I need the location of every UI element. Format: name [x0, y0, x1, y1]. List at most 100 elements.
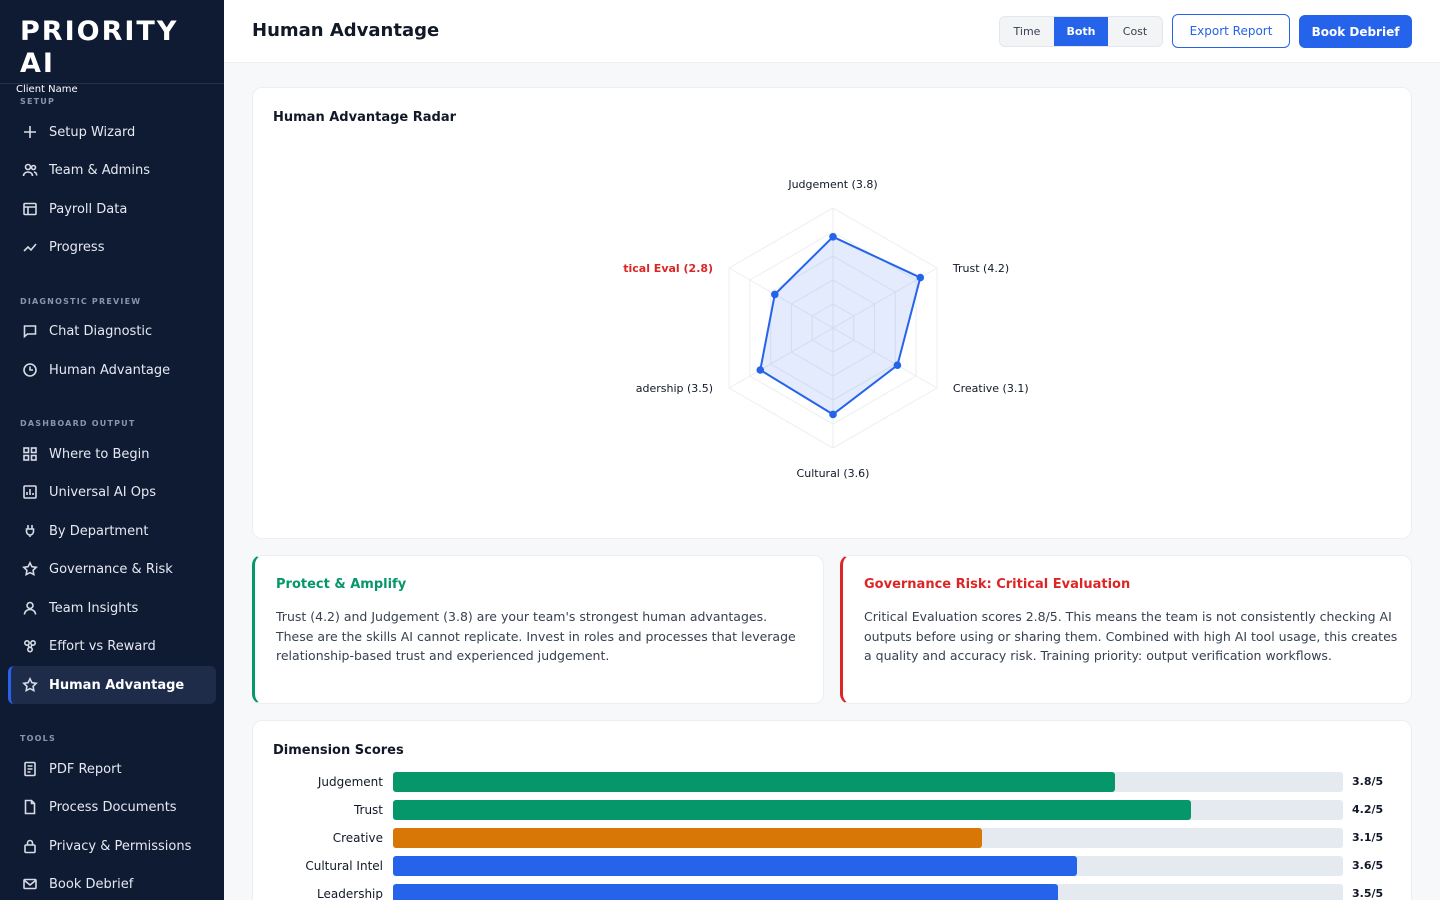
sidebar: PRIORITY AI Client Name SETUP Setup Wizar… [0, 0, 224, 900]
sidebar-item-label: Setup Wizard [49, 124, 136, 140]
sidebar-item-label: Chat Diagnostic [49, 323, 153, 339]
sidebar-item-label: Process Documents [49, 799, 177, 815]
sidebar-item-process-documents[interactable]: Process Documents [8, 788, 216, 826]
sidebar-item-team-insights[interactable]: Team Insights [8, 589, 216, 627]
risk-body: Critical Evaluation scores 2.8/5. This m… [864, 609, 1398, 663]
sidebar-item-book-debrief[interactable]: Book Debrief [8, 865, 216, 900]
plug-icon [22, 523, 38, 539]
radar-data-point [756, 366, 765, 374]
star-icon [22, 677, 38, 693]
section-label: TOOLS [20, 734, 56, 743]
sidebar-item-where-to-begin[interactable]: Where to Begin [8, 435, 216, 473]
sidebar-item-label: Human Advantage [49, 677, 185, 693]
score-row: Trust 4.2/5 [253, 800, 1413, 820]
book-debrief-button[interactable]: Book Debrief [1299, 15, 1412, 48]
protect-amplify-card: Protect & Amplify Trust (4.2) and Judgem… [252, 555, 824, 704]
export-report-button[interactable]: Export Report [1172, 14, 1290, 48]
score-value: 3.8/5 [1352, 775, 1384, 788]
radar-axis-label: tical Eval (2.8) [623, 262, 713, 275]
section-label: DASHBOARD OUTPUT [20, 419, 136, 428]
top-header: Human Advantage Time Both Cost Export Re… [224, 0, 1440, 63]
sidebar-item-label: Where to Begin [49, 446, 150, 462]
page-title: Human Advantage [252, 20, 440, 41]
plus-icon [22, 124, 38, 140]
score-value: 3.6/5 [1352, 859, 1384, 872]
time-cost-toggle: Time Both Cost [999, 16, 1163, 47]
score-bar [393, 800, 1191, 820]
score-label: Leadership [317, 887, 383, 900]
radar-axis-line [728, 267, 834, 329]
brand: PRIORITY AI Client Name [0, 0, 224, 95]
radar-axis-label: Cultural (3.6) [797, 467, 870, 480]
radar-axis-label: Trust (4.2) [952, 262, 1009, 275]
score-track [393, 828, 1343, 848]
score-label: Judgement [317, 775, 383, 789]
file-icon [22, 799, 38, 815]
sidebar-item-label: Effort vs Reward [49, 638, 156, 654]
section-label: DIAGNOSTIC PREVIEW [20, 297, 142, 306]
radar-axis-label: Creative (3.1) [953, 382, 1029, 395]
sidebar-item-human-advantage[interactable]: Human Advantage [8, 351, 216, 389]
table-icon [22, 201, 38, 217]
sidebar-item-label: Payroll Data [49, 201, 128, 217]
sidebar-item-by-department[interactable]: By Department [8, 512, 216, 550]
client-name: Client Name [16, 84, 78, 95]
chat-icon [22, 323, 38, 339]
sidebar-item-payroll-data[interactable]: Payroll Data [8, 190, 216, 228]
sidebar-item-human-advantage[interactable]: Human Advantage [8, 666, 216, 704]
sidebar-item-pdf-report[interactable]: PDF Report [8, 750, 216, 788]
users-icon [22, 162, 38, 178]
radar-axis-line [728, 327, 834, 389]
mail-icon [22, 876, 38, 892]
sidebar-item-chat-diagnostic[interactable]: Chat Diagnostic [8, 312, 216, 350]
score-bar [393, 772, 1115, 792]
score-track [393, 800, 1343, 820]
score-label: Cultural Intel [305, 859, 383, 873]
nodes-icon [22, 638, 38, 654]
chart-icon [22, 484, 38, 500]
sidebar-item-label: Team Insights [49, 600, 139, 616]
user-icon [22, 600, 38, 616]
score-row: Creative 3.1/5 [253, 828, 1413, 848]
radar-axis-line [832, 327, 938, 389]
score-bar [393, 884, 1058, 900]
radar-card: Human Advantage Radar Judgement (3.8) Tru… [252, 87, 1412, 539]
toggle-both[interactable]: Both [1054, 17, 1108, 46]
sidebar-item-governance-risk[interactable]: Governance & Risk [8, 550, 216, 588]
score-label: Trust [353, 803, 383, 817]
score-bar [393, 856, 1077, 876]
sidebar-item-progress[interactable]: Progress [8, 228, 216, 266]
governance-risk-card: Governance Risk: Critical Evaluation Cri… [840, 555, 1412, 704]
score-row: Cultural Intel 3.6/5 [253, 856, 1413, 876]
lock-icon [22, 838, 38, 854]
sidebar-item-setup-wizard[interactable]: Setup Wizard [8, 113, 216, 151]
radar-data-point [829, 410, 837, 419]
sidebar-item-label: Book Debrief [49, 876, 134, 892]
sidebar-item-label: Universal AI Ops [49, 484, 157, 500]
toggle-cost[interactable]: Cost [1122, 25, 1148, 38]
radar-axis-label: adership (3.5) [636, 382, 713, 395]
sidebar-item-effort-vs-reward[interactable]: Effort vs Reward [8, 627, 216, 665]
radar-data-point [916, 273, 925, 282]
grid-icon [22, 446, 38, 462]
section-label: SETUP [20, 97, 56, 106]
radar-data-point [829, 233, 837, 241]
radar-axis-label: Judgement (3.8) [787, 178, 877, 191]
score-track [393, 884, 1343, 900]
sidebar-item-privacy-permissions[interactable]: Privacy & Permissions [8, 827, 216, 865]
sidebar-item-universal-ai-ops[interactable]: Universal AI Ops [8, 473, 216, 511]
clock-icon [22, 362, 38, 378]
toggle-time[interactable]: Time [1013, 25, 1041, 38]
dimension-scores-card: Dimension Scores Judgement 3.8/5 Trust 4.2/… [252, 720, 1412, 900]
sidebar-item-label: Progress [49, 239, 105, 255]
score-track [393, 856, 1343, 876]
radar-chart: Judgement (3.8) Trust (4.2) Creative (3.1)… [623, 178, 1029, 480]
score-row: Leadership 3.5/5 [253, 884, 1413, 900]
star-icon [22, 561, 38, 577]
sidebar-item-label: By Department [49, 523, 149, 539]
score-label: Creative [332, 831, 383, 845]
score-value: 3.5/5 [1352, 887, 1384, 900]
sidebar-item-team-admins[interactable]: Team & Admins [8, 151, 216, 189]
score-track [393, 772, 1343, 792]
score-row: Judgement 3.8/5 [253, 772, 1413, 792]
